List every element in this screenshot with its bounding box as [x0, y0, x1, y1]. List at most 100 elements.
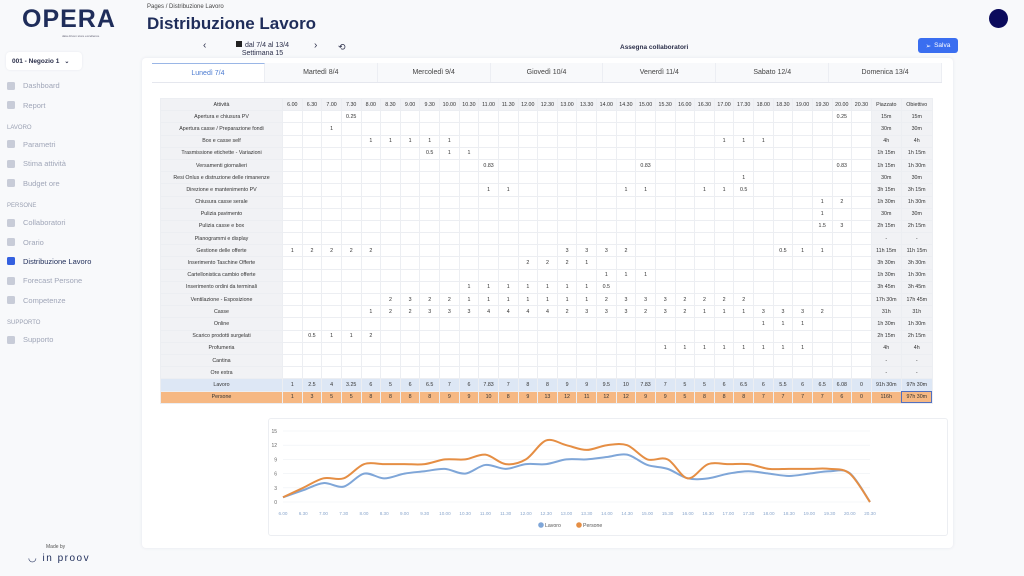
hour-cell[interactable] [615, 366, 637, 380]
hour-cell[interactable]: 1 [380, 134, 401, 148]
hour-cell[interactable]: 1 [654, 341, 676, 355]
hour-cell[interactable] [556, 341, 578, 355]
hour-cell[interactable]: 2 [360, 244, 382, 258]
hour-cell[interactable]: 1 [556, 280, 578, 295]
hour-cell[interactable]: 1 [694, 305, 715, 319]
hour-cell[interactable] [674, 244, 696, 258]
hour-cell[interactable] [340, 341, 362, 355]
hour-cell[interactable] [713, 195, 735, 209]
hour-cell[interactable] [399, 158, 421, 173]
hour-cell[interactable] [360, 195, 382, 209]
hour-cell[interactable]: 4 [517, 305, 539, 319]
hour-cell[interactable]: 1 [517, 280, 539, 295]
hour-cell[interactable] [792, 219, 813, 234]
hour-cell[interactable] [497, 256, 519, 270]
hour-cell[interactable] [831, 280, 853, 295]
hour-cell[interactable] [340, 232, 362, 246]
hour-cell[interactable] [478, 122, 499, 136]
hour-cell[interactable] [301, 268, 323, 282]
hour-cell[interactable] [753, 353, 774, 368]
hour-cell[interactable] [615, 146, 637, 160]
hour-cell[interactable] [772, 268, 794, 282]
save-button[interactable]: ➢ Salva [918, 38, 958, 53]
hour-cell[interactable] [282, 110, 303, 124]
hour-cell[interactable] [439, 341, 460, 355]
hour-cell[interactable]: 2 [556, 305, 578, 319]
hour-cell[interactable] [772, 329, 794, 343]
hour-cell[interactable] [576, 341, 597, 355]
hour-cell[interactable] [282, 134, 303, 148]
hour-cell[interactable] [301, 256, 323, 270]
hour-cell[interactable] [851, 329, 872, 343]
hour-cell[interactable] [419, 353, 440, 368]
hour-cell[interactable]: 2 [811, 305, 833, 319]
hour-cell[interactable]: 1 [733, 134, 754, 148]
hour-cell[interactable] [615, 317, 637, 331]
hour-cell[interactable] [713, 232, 735, 246]
hour-cell[interactable]: 2 [537, 256, 558, 270]
sidebar-item-budget-ore[interactable]: Budget ore [0, 174, 140, 193]
hour-cell[interactable]: 4 [537, 305, 558, 319]
hour-cell[interactable]: 1 [497, 183, 519, 197]
hour-cell[interactable] [458, 329, 480, 343]
hour-cell[interactable] [537, 353, 558, 368]
legend-label[interactable]: Persone [583, 523, 602, 529]
hour-cell[interactable] [321, 171, 342, 185]
hour-cell[interactable] [360, 146, 382, 160]
hour-cell[interactable] [380, 317, 401, 331]
hour-cell[interactable] [399, 122, 421, 136]
hour-cell[interactable] [419, 280, 440, 295]
hour-cell[interactable] [713, 268, 735, 282]
hour-cell[interactable] [753, 110, 774, 124]
hour-cell[interactable] [831, 305, 853, 319]
hour-cell[interactable] [360, 110, 382, 124]
hour-cell[interactable] [674, 183, 696, 197]
hour-cell[interactable] [615, 280, 637, 295]
hour-cell[interactable] [282, 292, 303, 307]
hour-cell[interactable] [439, 280, 460, 295]
hour-cell[interactable] [831, 341, 853, 355]
hour-cell[interactable] [792, 232, 813, 246]
hour-cell[interactable] [635, 329, 656, 343]
hour-cell[interactable] [321, 195, 342, 209]
hour-cell[interactable] [772, 292, 794, 307]
hour-cell[interactable] [772, 110, 794, 124]
hour-cell[interactable] [851, 366, 872, 380]
hour-cell[interactable] [772, 366, 794, 380]
hour-cell[interactable] [733, 256, 754, 270]
hour-cell[interactable] [399, 110, 421, 124]
hour-cell[interactable] [321, 158, 342, 173]
hour-cell[interactable] [282, 146, 303, 160]
hour-cell[interactable] [419, 219, 440, 234]
hour-cell[interactable] [772, 158, 794, 173]
hour-cell[interactable] [596, 207, 617, 221]
hour-cell[interactable] [556, 122, 578, 136]
hour-cell[interactable]: 1 [537, 280, 558, 295]
hour-cell[interactable] [576, 219, 597, 234]
hour-cell[interactable]: 0.5 [301, 329, 323, 343]
sidebar-item-competenze[interactable]: Competenze [0, 291, 140, 310]
hour-cell[interactable] [596, 146, 617, 160]
hour-cell[interactable] [851, 134, 872, 148]
hour-cell[interactable] [439, 256, 460, 270]
hour-cell[interactable] [399, 232, 421, 246]
hour-cell[interactable] [537, 232, 558, 246]
hour-cell[interactable] [301, 353, 323, 368]
hour-cell[interactable] [282, 158, 303, 173]
hour-cell[interactable] [654, 207, 676, 221]
hour-cell[interactable]: 1 [713, 183, 735, 197]
hour-cell[interactable] [694, 329, 715, 343]
hour-cell[interactable] [772, 122, 794, 136]
hour-cell[interactable] [340, 256, 362, 270]
hour-cell[interactable] [340, 317, 362, 331]
hour-cell[interactable] [851, 317, 872, 331]
hour-cell[interactable]: 2 [517, 256, 539, 270]
hour-cell[interactable] [851, 280, 872, 295]
hour-cell[interactable] [654, 232, 676, 246]
hour-cell[interactable] [282, 232, 303, 246]
hour-cell[interactable] [674, 219, 696, 234]
hour-cell[interactable] [517, 341, 539, 355]
hour-cell[interactable]: 2 [380, 292, 401, 307]
hour-cell[interactable] [497, 317, 519, 331]
hour-cell[interactable] [596, 317, 617, 331]
